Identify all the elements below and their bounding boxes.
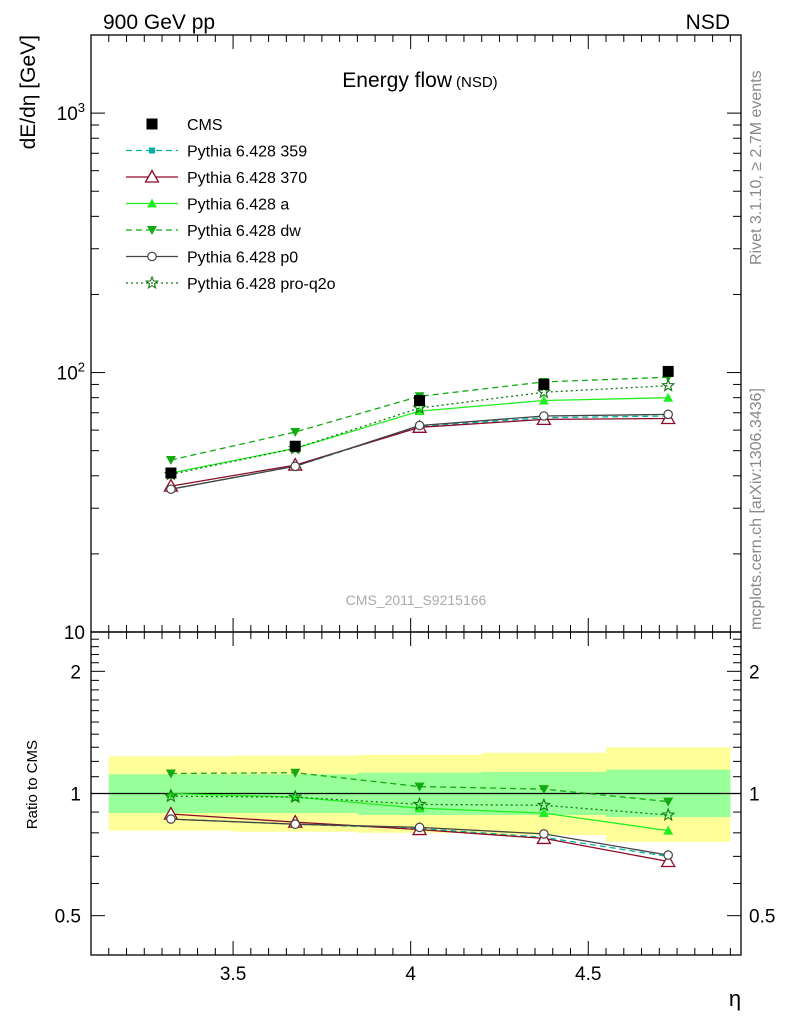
ratio-series-point <box>663 825 674 835</box>
y-tick-label: 103 <box>57 100 85 125</box>
data-point <box>289 440 301 452</box>
legend-label: CMS <box>187 117 223 134</box>
y-tick-label: 102 <box>57 360 85 385</box>
ratio-series-point <box>163 788 179 803</box>
ratio-series-point <box>538 785 549 795</box>
x-tick-label: 4 <box>405 964 416 985</box>
main-title: Energy flow (NSD) <box>342 69 497 92</box>
ratio-series-point <box>414 782 425 792</box>
ratio-series-point <box>290 819 301 830</box>
ratio-panel: 0.5 0.5 1 1 2 2 3.5 4 4.5 η <box>55 631 775 1011</box>
series-point <box>539 411 549 421</box>
series-point <box>663 392 674 402</box>
series-point <box>290 428 301 438</box>
ratio-series-point <box>539 829 549 839</box>
ratio-y-tick-label-right: 2 <box>749 662 760 683</box>
series-point <box>661 378 676 392</box>
x-tick-label: 4.5 <box>575 964 601 985</box>
series-point <box>663 409 673 420</box>
legend-item: CMS <box>146 117 223 134</box>
legend-item: Pythia 6.428 359 <box>126 144 307 161</box>
ratio-series-point <box>660 853 676 868</box>
ratio-series-point <box>536 797 552 812</box>
ratio-series-point <box>288 789 303 804</box>
legend-label: Pythia 6.428 370 <box>187 170 307 187</box>
main-ylabel: dE/dη [GeV] <box>17 35 40 149</box>
legend-label: Pythia 6.428 dw <box>187 223 301 240</box>
rivet-label: Rivet 3.1.10, ≥ 2.7M events <box>748 70 765 265</box>
x-tick-label: 3.5 <box>220 964 246 985</box>
header-right: NSD <box>686 11 730 34</box>
series-point <box>290 461 301 472</box>
legend-label: Pythia 6.428 a <box>187 197 289 214</box>
legend-item: Pythia 6.428 p0 <box>126 250 298 267</box>
ratio-y-tick-label: 2 <box>70 662 81 683</box>
legend-item: Pythia 6.428 a <box>126 197 289 214</box>
series-line-4 <box>170 376 669 461</box>
header-left: 900 GeV pp <box>103 11 215 34</box>
ratio-series-point <box>663 850 673 860</box>
series-point <box>536 384 552 399</box>
ratio-y-tick-label-right: 0.5 <box>749 907 775 928</box>
legend-label: Pythia 6.428 pro-q2o <box>187 276 336 293</box>
legend-marker <box>149 147 155 154</box>
ratio-series-point <box>165 788 176 798</box>
series-point <box>414 420 425 431</box>
legend-item: Pythia 6.428 pro-q2o <box>126 275 336 293</box>
data-point <box>662 365 674 377</box>
ratio-series-point <box>414 822 425 833</box>
xlabel: η <box>729 986 741 1011</box>
legend-marker <box>144 169 160 183</box>
legend-item: Pythia 6.428 370 <box>126 169 307 187</box>
legend-item: Pythia 6.428 dw <box>126 223 301 240</box>
legend-label: Pythia 6.428 p0 <box>187 250 298 267</box>
ratio-y-tick-label: 0.5 <box>55 907 81 928</box>
legend-marker <box>144 275 160 290</box>
ratio-series-point <box>412 796 427 811</box>
series-point <box>165 456 176 466</box>
ratio-series-point <box>538 808 549 818</box>
legend-marker <box>147 251 157 262</box>
legend-marker <box>147 226 157 235</box>
main-panel: 10 102 103 Energy flow (NSD) CMS_2011_S9215… <box>57 34 742 644</box>
ratio-ylabel: Ratio to CMS <box>24 740 41 829</box>
data-point <box>165 467 177 479</box>
ratio-series-point <box>661 807 676 822</box>
legend-marker <box>146 118 158 130</box>
y-tick-label: 10 <box>64 623 85 644</box>
mcplots-label: mcplots.cern.ch [arXiv:1306.3436] <box>748 388 765 630</box>
data-point <box>414 395 426 407</box>
data-point <box>538 378 550 390</box>
ratio-series-line-4 <box>170 772 669 803</box>
ratio-series-point <box>290 768 301 778</box>
legend-marker <box>147 198 157 208</box>
ratio-series-point <box>166 814 176 824</box>
legend-label: Pythia 6.428 359 <box>187 144 307 161</box>
ratio-series-point <box>663 797 674 807</box>
ratio-y-tick-label-right: 1 <box>749 785 760 806</box>
ratio-series-point <box>414 803 425 813</box>
ratio-series-point <box>165 769 176 779</box>
legend: CMS Pythia 6.428 359 Pythia 6.428 370 Pythi… <box>126 117 336 293</box>
series-point <box>166 484 176 495</box>
watermark: CMS_2011_S9215166 <box>346 592 487 608</box>
series-point <box>412 400 427 415</box>
series-point <box>538 395 549 405</box>
ratio-y-tick-label: 1 <box>70 785 81 806</box>
